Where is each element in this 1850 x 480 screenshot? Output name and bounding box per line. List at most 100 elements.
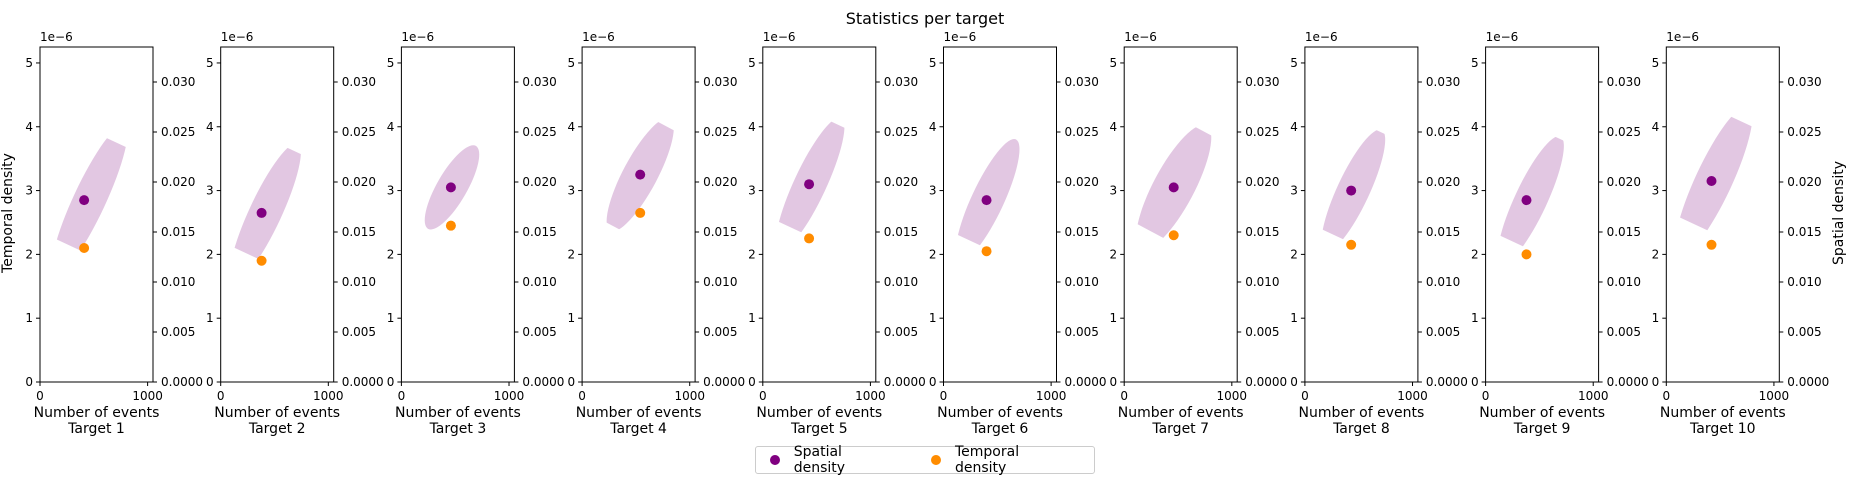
left-y-tick-label: 0 bbox=[748, 375, 756, 389]
right-y-tick-label: 0.030 bbox=[884, 75, 918, 89]
x-axis-label: Number of events bbox=[1298, 405, 1424, 421]
left-y-tick-label: 1 bbox=[929, 311, 937, 325]
spatial-point bbox=[445, 182, 456, 193]
left-y-tick-label: 1 bbox=[387, 311, 395, 325]
x-axis-label: Number of events bbox=[576, 405, 702, 421]
right-y-tick-label: 0.0000 bbox=[1607, 375, 1649, 389]
spatial-point bbox=[79, 195, 90, 206]
right-y-tick-label: 0.010 bbox=[1426, 275, 1460, 289]
x-tick-label: 1000 bbox=[1217, 389, 1248, 403]
left-y-tick-label: 4 bbox=[387, 120, 395, 134]
left-y-tick-label: 4 bbox=[929, 120, 937, 134]
right-y-tick-label: 0.020 bbox=[1426, 175, 1460, 189]
left-y-tick-label: 5 bbox=[387, 56, 395, 70]
temporal-point bbox=[1521, 249, 1532, 260]
right-y-tick-label: 0.030 bbox=[522, 75, 556, 89]
spatial-point bbox=[1706, 176, 1717, 186]
right-y-tick-label: 0.005 bbox=[703, 325, 737, 339]
right-y-tick-label: 0.005 bbox=[1245, 325, 1279, 339]
spatial-point bbox=[635, 169, 646, 180]
left-y-tick-label: 2 bbox=[929, 247, 937, 261]
left-axis-multiplier: 1e−6 bbox=[221, 30, 254, 44]
left-axis-label: Temporal density bbox=[0, 153, 16, 274]
chart-title: Statistics per target bbox=[846, 9, 1005, 28]
left-y-tick-label: 5 bbox=[567, 56, 575, 70]
left-y-tick-label: 2 bbox=[748, 247, 756, 261]
right-y-tick-label: 0.005 bbox=[1426, 325, 1460, 339]
right-y-tick-label: 0.0000 bbox=[522, 375, 564, 389]
legend-marker-temporal bbox=[931, 455, 941, 465]
temporal-point bbox=[804, 233, 815, 244]
right-y-tick-label: 0.010 bbox=[703, 275, 737, 289]
left-y-tick-label: 1 bbox=[1471, 311, 1479, 325]
left-y-tick-label: 0 bbox=[1652, 375, 1660, 389]
target-label: Target 8 bbox=[1332, 421, 1390, 437]
left-y-tick-label: 0 bbox=[567, 375, 575, 389]
right-y-tick-label: 0.025 bbox=[1245, 125, 1279, 139]
right-y-tick-label: 0.015 bbox=[1065, 225, 1099, 239]
spatial-point bbox=[1346, 185, 1357, 196]
right-y-tick-label: 0.0000 bbox=[1065, 375, 1107, 389]
left-y-tick-label: 3 bbox=[387, 184, 395, 198]
right-axis-label: Spatial density bbox=[1831, 161, 1847, 265]
left-y-tick-label: 5 bbox=[1652, 56, 1660, 70]
x-tick-label: 0 bbox=[578, 389, 586, 403]
right-y-tick-label: 0.020 bbox=[884, 175, 918, 189]
right-y-tick-label: 0.015 bbox=[703, 225, 737, 239]
x-tick-label: 1000 bbox=[1759, 389, 1790, 403]
left-y-tick-label: 5 bbox=[206, 56, 214, 70]
left-y-tick-label: 5 bbox=[748, 56, 756, 70]
x-axis-label: Number of events bbox=[1479, 405, 1605, 421]
x-tick-label: 0 bbox=[759, 389, 767, 403]
axes-frame bbox=[762, 46, 877, 383]
right-y-tick-label: 0.010 bbox=[161, 275, 195, 289]
right-y-tick-label: 0.005 bbox=[342, 325, 376, 339]
left-y-tick-label: 2 bbox=[1652, 247, 1660, 261]
axes-frame bbox=[1665, 46, 1780, 383]
legend-label-temporal: Temporal density bbox=[954, 444, 1020, 476]
left-axis-multiplier: 1e−6 bbox=[40, 30, 73, 44]
right-y-tick-label: 0.0000 bbox=[703, 375, 745, 389]
left-y-tick-label: 5 bbox=[929, 56, 937, 70]
right-y-tick-label: 0.0000 bbox=[1787, 375, 1829, 389]
x-tick-label: 0 bbox=[1301, 389, 1309, 403]
left-y-tick-label: 1 bbox=[25, 311, 33, 325]
left-y-tick-label: 3 bbox=[567, 184, 575, 198]
left-y-tick-label: 2 bbox=[25, 247, 33, 261]
left-y-tick-label: 0 bbox=[1290, 375, 1298, 389]
panel-4: 0 1 2 3 4 5 1e−6 0.0000 0.005 0.010 0.015 0.020 0.02… bbox=[567, 30, 745, 437]
left-y-tick-label: 2 bbox=[567, 247, 575, 261]
axes-frame bbox=[39, 46, 154, 383]
target-label: Target 7 bbox=[1151, 421, 1209, 437]
panel-7: 0 1 2 3 4 5 1e−6 0.0000 0.005 0.010 0.015 0.020 0.02… bbox=[1110, 30, 1288, 437]
right-y-tick-label: 0.015 bbox=[1607, 225, 1641, 239]
left-axis-multiplier: 1e−6 bbox=[944, 30, 977, 44]
left-axis-multiplier: 1e−6 bbox=[1486, 30, 1519, 44]
target-label: Target 2 bbox=[248, 421, 306, 437]
x-tick-label: 0 bbox=[36, 389, 44, 403]
right-y-tick-label: 0.025 bbox=[1426, 125, 1460, 139]
left-axis-multiplier: 1e−6 bbox=[1124, 30, 1157, 44]
right-y-tick-label: 0.025 bbox=[1607, 125, 1641, 139]
left-y-tick-label: 0 bbox=[206, 375, 214, 389]
x-tick-label: 0 bbox=[1120, 389, 1128, 403]
right-y-tick-label: 0.020 bbox=[342, 175, 376, 189]
left-y-tick-label: 2 bbox=[206, 247, 214, 261]
right-y-tick-label: 0.005 bbox=[884, 325, 918, 339]
left-y-tick-label: 0 bbox=[1471, 375, 1479, 389]
spatial-point bbox=[1168, 182, 1179, 193]
legend-marker-spatial bbox=[770, 455, 780, 465]
right-y-tick-label: 0.0000 bbox=[1426, 375, 1468, 389]
x-tick-label: 0 bbox=[1482, 389, 1490, 403]
right-y-tick-label: 0.020 bbox=[1245, 175, 1279, 189]
left-y-tick-label: 4 bbox=[1110, 120, 1118, 134]
left-y-tick-label: 1 bbox=[748, 311, 756, 325]
x-tick-label: 0 bbox=[217, 389, 225, 403]
target-label: Target 9 bbox=[1513, 421, 1571, 437]
right-y-tick-label: 0.010 bbox=[522, 275, 556, 289]
axes-frame bbox=[943, 46, 1057, 383]
x-axis-label: Number of events bbox=[756, 405, 882, 421]
axes-frame bbox=[1485, 46, 1600, 383]
x-tick-label: 1000 bbox=[1397, 389, 1428, 403]
